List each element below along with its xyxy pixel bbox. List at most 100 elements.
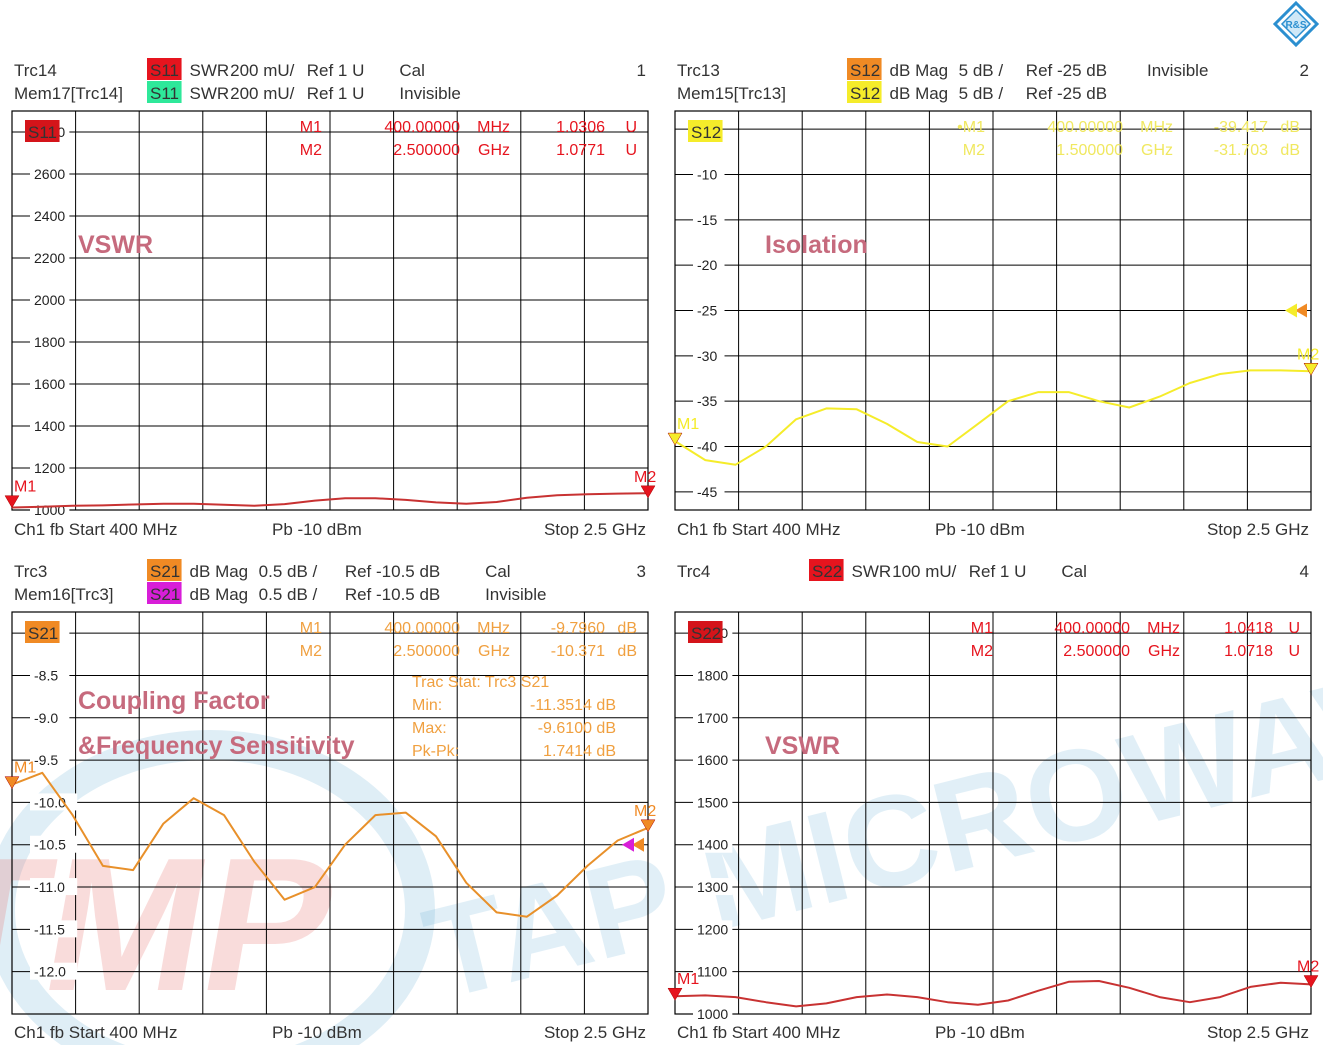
status-label: Invisible (399, 84, 460, 103)
watermark-layer: TMP TAP MICROWAVE (0, 622, 1323, 1045)
tick-label-bg (30, 291, 70, 308)
footer-power: Pb -10 dBm (272, 520, 362, 539)
marker-freq: 2.500000 (393, 643, 460, 660)
marker-label: M2 (634, 803, 656, 820)
marker-value: -9.7960 (551, 620, 605, 637)
marker-unit: GHz (1148, 643, 1180, 660)
ref-label: Ref 1 U (307, 61, 365, 80)
tick-label-bg (693, 301, 725, 319)
trace-name: Trc4 (677, 562, 710, 581)
marker-name: M2 (963, 142, 985, 159)
y-tick-label: 1600 (697, 752, 728, 768)
chart-panel-3: Trc3 S21 dB Mag 0.5 dB / Ref -10.5 dB Cal 3 Mem… (4, 559, 656, 1042)
ref-label: Ref -10.5 dB (345, 585, 440, 604)
param-tag: S12 (850, 84, 880, 103)
y-tick-label: 1400 (697, 837, 728, 853)
y-tick-label: -10.0 (34, 794, 66, 810)
tick-label-bg (30, 666, 70, 684)
trace-label-bg (25, 621, 60, 643)
series-line (11, 492, 649, 509)
footer-power: Pb -10 dBm (935, 1023, 1025, 1042)
tick-label-bg (30, 708, 70, 726)
format-label: SWR (190, 61, 230, 80)
marker-vunit: dB (1280, 119, 1300, 136)
marker-name: M2 (971, 643, 993, 660)
tick-label-bg (30, 375, 70, 392)
tick-label-bg (693, 751, 733, 769)
tick-label-bg (30, 835, 78, 853)
param-tag: S11 (150, 61, 179, 80)
tick-label-bg (693, 256, 725, 274)
format-label: dB Mag (890, 84, 949, 103)
y-tick-label: 1800 (34, 334, 65, 350)
param-tag-bg (147, 81, 182, 103)
footer-start: Ch1 fb Start 400 MHz (677, 1023, 840, 1042)
marker-vunit: U (625, 142, 637, 159)
channel-number: 1 (637, 61, 646, 80)
tick-label-bg (693, 708, 733, 726)
format-label: dB Mag (190, 585, 249, 604)
status-label: Invisible (1147, 61, 1208, 80)
y-tick-label: -9.0 (34, 710, 58, 726)
tick-label-bg (693, 962, 733, 980)
tick-label-bg (30, 207, 70, 224)
ref-label: Ref 1 U (307, 84, 365, 103)
stats-title: Trac Stat: Trc3 S21 (412, 674, 549, 691)
y-tick-label: 2400 (34, 208, 65, 224)
annotation-text-2: &Frequency Sensitivity (78, 732, 355, 760)
marker-name: M1 (300, 620, 322, 637)
y-tick-label: 1500 (697, 794, 728, 810)
tick-label-bg (693, 793, 733, 811)
marker-unit: MHz (477, 119, 510, 136)
header-line: Mem17[Trc14] S11 SWR 200 mU/Ref 1 U Invisibl… (14, 81, 461, 103)
tick-label-bg (30, 417, 70, 434)
y-tick-label: 1200 (34, 460, 65, 476)
ref-arrow (1295, 303, 1307, 318)
footer-stop: Stop 2.5 GHz (544, 520, 646, 539)
tick-label-bg (693, 1005, 733, 1022)
param-tag-bg (809, 559, 844, 581)
param-tag-bg (847, 81, 882, 103)
y-tick-label: 1400 (34, 418, 65, 434)
ref-arrow (622, 837, 634, 852)
trace-label-bg (688, 120, 723, 142)
tick-label-bg (693, 666, 733, 684)
ref-arrow (1285, 303, 1297, 318)
scale-label: 200 mU/ (230, 84, 295, 103)
marker-label: M2 (634, 469, 656, 486)
footer-stop: Stop 2.5 GHz (1207, 520, 1309, 539)
y-tick-label: -45 (697, 484, 717, 500)
marker-triangle (1303, 975, 1319, 989)
marker-triangle (667, 987, 683, 1001)
footer-stop: Stop 2.5 GHz (1207, 1023, 1309, 1042)
ref-label: Ref -25 dB (1026, 84, 1107, 103)
y-tick-label: 2600 (34, 166, 65, 182)
y-tick-label: -40 (697, 439, 717, 455)
tick-label-bg (30, 459, 70, 476)
footer-start: Ch1 fb Start 400 MHz (14, 1023, 177, 1042)
y-tick-label: -25 (697, 303, 717, 319)
marker-label: M1 (677, 416, 699, 433)
header-line: Trc13 S12 dB Mag 5 dB / Ref -25 dB Invisible 2 (677, 58, 1309, 80)
header-line: Trc14 S11 SWR 200 mU/Ref 1 U Cal 1 (14, 58, 646, 80)
trace-name: Trc14 (14, 61, 57, 80)
marker-vunit: dB (1280, 142, 1300, 159)
marker-label: M1 (14, 479, 36, 496)
header-line: Mem15[Trc13] S12 dB Mag 5 dB / Ref -25 dB (677, 81, 1107, 103)
scale-label: 5 dB / (959, 61, 1004, 80)
y-tick-label: 1000 (697, 1006, 728, 1022)
logo-diamond (1272, 0, 1320, 48)
param-tag: S21 (150, 585, 180, 604)
tick-label-bg (30, 333, 70, 350)
trace-name: Mem16[Trc3] (14, 585, 114, 604)
chart-panel-2: Trc13 S12 dB Mag 5 dB / Ref -25 dB Invisible 2… (667, 58, 1319, 539)
marker-vunit: U (625, 119, 637, 136)
header-line: Trc4 S22 SWR 100 mU/Ref 1 U Cal 4 (677, 559, 1309, 581)
marker-freq: 400.00000 (384, 119, 460, 136)
marker-name: M1 (300, 119, 322, 136)
scale-label: 0.5 dB / (259, 585, 318, 604)
y-tick-label: 1000 (34, 502, 65, 518)
annotation-text: VSWR (78, 231, 153, 259)
channel-number: 4 (1300, 562, 1309, 581)
